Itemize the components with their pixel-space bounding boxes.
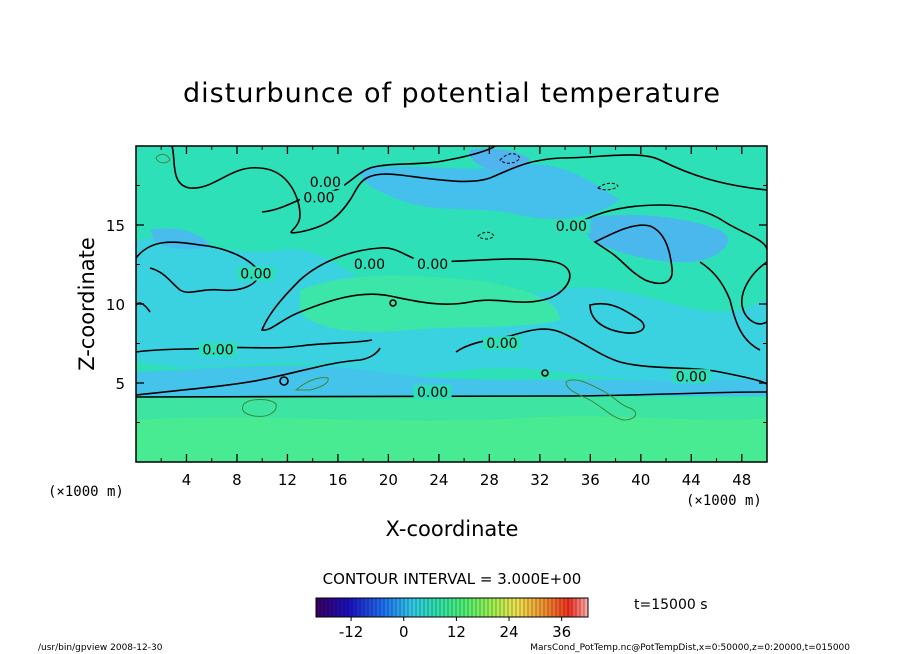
- contour-label-bg: [413, 385, 452, 400]
- chart-title: disturbunce of potential temperature: [183, 78, 721, 109]
- x-tick-label: 8: [232, 471, 242, 489]
- contour-positive-4: [155, 153, 171, 164]
- contour-line-7: [136, 339, 373, 353]
- negative-contours: [477, 153, 619, 240]
- contour-line-9: [136, 391, 767, 398]
- x-tick-label: 44: [682, 471, 701, 489]
- contour-label-bg: [199, 342, 238, 357]
- x-tick-label: 4: [182, 471, 192, 489]
- contour-positive-2: [294, 377, 329, 391]
- contour-line-14: [699, 261, 761, 351]
- contour-label: 0.00: [310, 175, 341, 191]
- x-tick-label: 36: [581, 471, 600, 489]
- contour-loop-1: [389, 299, 397, 307]
- contour-label-bg: [236, 266, 275, 281]
- x-tick-label: 32: [530, 471, 549, 489]
- contour-loop-3: [541, 369, 549, 377]
- contour-label: 0.00: [240, 267, 271, 283]
- y-axis-label: Z-coordinate: [75, 237, 99, 371]
- contour-labels: 0.000.000.000.00 0.000.000.00 0.000.000.00: [199, 174, 711, 401]
- colorbar-tick-label: 36: [552, 623, 571, 641]
- colorbar-ticks: -12 0 12 24 36: [339, 617, 571, 641]
- footer-right: MarsCond_PotTemp.nc@PotTempDist,x=0:5000…: [530, 643, 850, 653]
- contour-interval-label: CONTOUR INTERVAL = 3.000E+00: [323, 570, 582, 588]
- contour-line-5: [574, 204, 767, 251]
- contour-line-1: [171, 146, 767, 234]
- colorbar-stripes: [319, 598, 585, 617]
- x-axis-label: X-coordinate: [386, 517, 519, 541]
- contour-label-bg: [552, 219, 591, 234]
- positive-contours: [155, 153, 637, 421]
- y-tick-label: 15: [106, 217, 125, 235]
- contour-negative-1: [597, 182, 619, 191]
- field-region-cool-4: [580, 214, 729, 263]
- zero-contours: [136, 146, 767, 398]
- colorbar-tick-label: 12: [447, 623, 466, 641]
- contour-line-3: [136, 241, 260, 294]
- contour-label: 0.00: [354, 257, 385, 273]
- colorbar-tick-label: -12: [339, 623, 364, 641]
- time-label: t=15000 s: [634, 597, 708, 613]
- y-tick-label: 5: [115, 375, 125, 393]
- contour-positive-1: [241, 399, 277, 417]
- footer-left: /usr/bin/gpview 2008-12-30: [38, 643, 163, 653]
- contour-negative-2: [477, 231, 495, 240]
- contour-line-6: [593, 224, 673, 285]
- contour-line-4: [260, 247, 571, 331]
- contour-loop-2: [279, 376, 289, 386]
- contour-line-10: [455, 328, 767, 385]
- field-region-warm-1: [136, 416, 767, 462]
- x-tick-label: 16: [328, 471, 347, 489]
- x-tick-label: 40: [631, 471, 650, 489]
- contour-label-bg: [299, 190, 338, 205]
- y-tick-label: 10: [106, 296, 125, 314]
- x-tick-label: 28: [480, 471, 499, 489]
- contour-label: 0.00: [556, 219, 587, 235]
- contour-positive-3: [565, 379, 637, 421]
- contour-line-8: [136, 347, 381, 396]
- contour-label-bg: [350, 257, 389, 272]
- contour-line-13: [589, 302, 645, 334]
- colorbar-tick-label: 24: [499, 623, 518, 641]
- contour-label: 0.00: [417, 257, 448, 273]
- contour-label-bg: [413, 257, 452, 272]
- contour-label: 0.00: [417, 385, 448, 401]
- contour-label: 0.00: [486, 336, 517, 352]
- x-unit-label-left: (×1000 m): [48, 484, 124, 500]
- contour-label-bg: [306, 174, 345, 189]
- contour-label: 0.00: [676, 369, 707, 385]
- contour-label-bg: [482, 336, 521, 351]
- contour-label: 0.00: [202, 342, 233, 358]
- contour-line-11: [741, 261, 767, 325]
- x-tick-label: 12: [278, 471, 297, 489]
- x-tick-label: 48: [732, 471, 751, 489]
- x-tick-label: 24: [429, 471, 448, 489]
- contour-label-bg: [672, 369, 711, 384]
- contour-label: 0.00: [303, 191, 334, 207]
- x-tick-label: 20: [379, 471, 398, 489]
- x-unit-label-right: (×1000 m): [686, 493, 762, 509]
- colorbar-tick-label: 0: [399, 623, 409, 641]
